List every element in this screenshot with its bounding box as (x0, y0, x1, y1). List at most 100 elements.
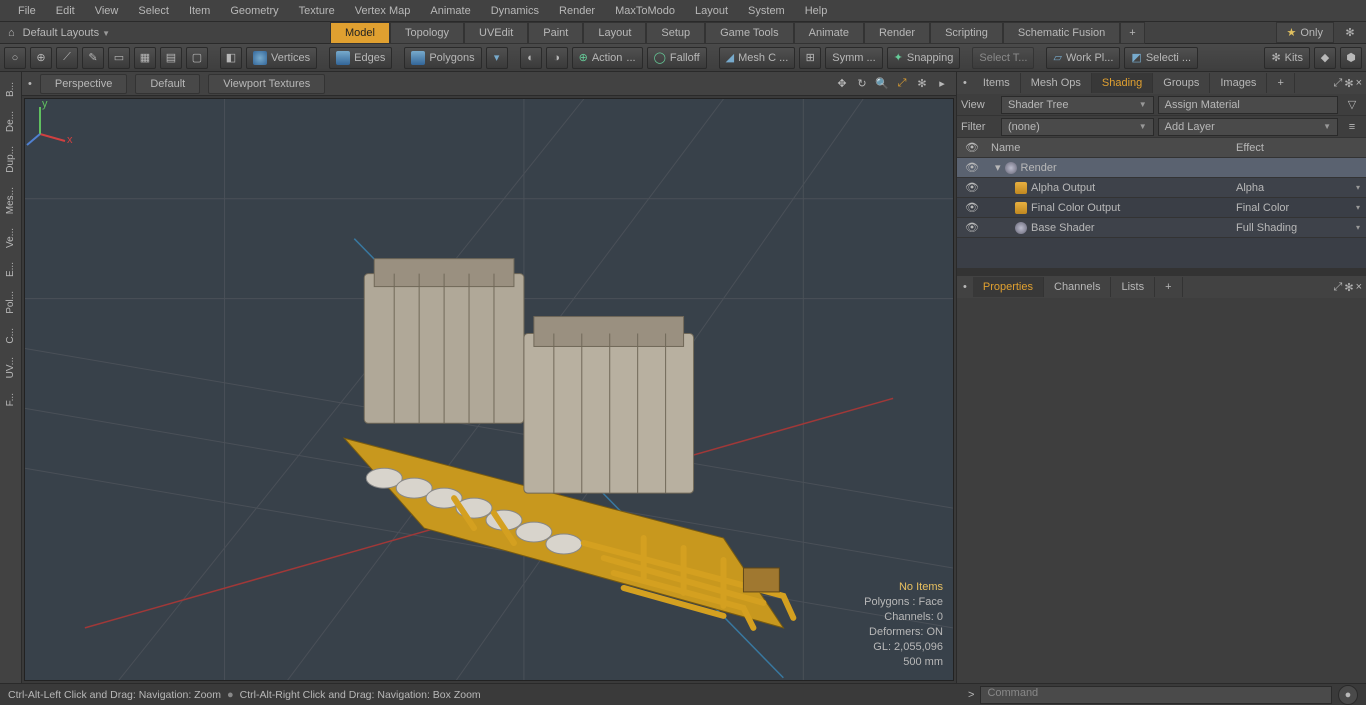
tree-row[interactable]: 👁Base ShaderFull Shading▾ (957, 218, 1366, 238)
tab-default[interactable]: Default (135, 74, 200, 94)
layout-tab-animate[interactable]: Animate (794, 22, 864, 44)
expand-arrow-icon[interactable]: ▾ (995, 161, 1001, 174)
tree-row[interactable]: 👁Final Color OutputFinal Color▾ (957, 198, 1366, 218)
layout-tab-uvedit[interactable]: UVEdit (464, 22, 528, 44)
layout-tab-scripting[interactable]: Scripting (930, 22, 1003, 44)
layout-tab-paint[interactable]: Paint (528, 22, 583, 44)
mesh-constraint-button[interactable]: ◢ Mesh C ... (719, 47, 796, 69)
menu-texture[interactable]: Texture (289, 2, 345, 20)
menu-render[interactable]: Render (549, 2, 605, 20)
lasso-tool-icon[interactable]: ⟋ (56, 47, 78, 69)
tree-row[interactable]: 👁▾Render (957, 158, 1366, 178)
rp-tab-shading[interactable]: Shading (1092, 73, 1153, 93)
rp-dot-icon[interactable]: • (957, 77, 973, 89)
name-header[interactable]: Name (987, 142, 1236, 154)
fit-view-icon[interactable]: ⤢ (894, 76, 910, 92)
transform2-icon[interactable]: ◑ (546, 47, 568, 69)
dock-c[interactable]: C... (3, 322, 18, 350)
menu-select[interactable]: Select (128, 2, 179, 20)
layout-tab-schematic-fusion[interactable]: Schematic Fusion (1003, 22, 1120, 44)
only-button[interactable]: ★ Only (1276, 22, 1335, 43)
dock-uv[interactable]: UV... (3, 351, 18, 384)
zoom-view-icon[interactable]: 🔍 (874, 76, 890, 92)
menu-maxtomodo[interactable]: MaxToModo (605, 2, 685, 20)
selection-button[interactable]: ◩ Selecti ... (1124, 47, 1198, 69)
rp-tab-mesh-ops[interactable]: Mesh Ops (1021, 73, 1092, 93)
falloff-button[interactable]: ◯ Falloff (647, 47, 707, 69)
cube-tool-icon[interactable]: ◧ (220, 47, 242, 69)
dock-de[interactable]: De... (3, 105, 18, 138)
pen-tool-icon[interactable]: ✎ (82, 47, 104, 69)
tree-effect[interactable]: Full Shading▾ (1236, 222, 1366, 234)
circle-tool-icon[interactable]: ○ (4, 47, 26, 69)
menu-edit[interactable]: Edit (46, 2, 85, 20)
close-icon[interactable]: × (1356, 77, 1362, 90)
menu-help[interactable]: Help (795, 2, 838, 20)
edges-button[interactable]: Edges (329, 47, 392, 69)
action-button[interactable]: ⊕ Action ... (572, 47, 643, 69)
rp-tab-items[interactable]: Items (973, 73, 1021, 93)
layout-tab-game-tools[interactable]: Game Tools (705, 22, 794, 44)
dock-f[interactable]: F... (3, 387, 18, 412)
expand2-icon[interactable]: ⤢ (1334, 281, 1343, 294)
menu-dynamics[interactable]: Dynamics (481, 2, 549, 20)
tree-effect[interactable]: Final Color▾ (1236, 202, 1366, 214)
command-input[interactable]: Command (980, 686, 1332, 704)
dock-ve[interactable]: Ve... (3, 222, 18, 254)
viewport-dot-icon[interactable]: • (28, 78, 32, 90)
rp-tab-groups[interactable]: Groups (1153, 73, 1210, 93)
polygons-button[interactable]: Polygons (404, 47, 481, 69)
layout-tab-topology[interactable]: Topology (390, 22, 464, 44)
rect-tool-icon[interactable]: ▢ (186, 47, 208, 69)
layout-tab-render[interactable]: Render (864, 22, 930, 44)
default-layouts-dropdown[interactable]: Default Layouts ▼ (23, 27, 110, 39)
sphere-tool-icon[interactable]: ⊕ (30, 47, 52, 69)
tab-perspective[interactable]: Perspective (40, 74, 127, 94)
grid-tool-icon[interactable]: ▦ (134, 47, 156, 69)
menu-file[interactable]: File (8, 2, 46, 20)
filter-funnel-icon[interactable]: ▽ (1342, 95, 1362, 115)
dock-e[interactable]: E... (3, 256, 18, 283)
command-run-icon[interactable]: ● (1338, 685, 1358, 705)
transform1-icon[interactable]: ◐ (520, 47, 542, 69)
select-through-button[interactable]: Select T... (972, 47, 1034, 69)
menu-vertex-map[interactable]: Vertex Map (345, 2, 421, 20)
layout-settings-icon[interactable]: ✻ (1340, 23, 1360, 43)
menu-view[interactable]: View (85, 2, 129, 20)
filter-dropdown[interactable]: (none)▼ (1001, 118, 1154, 136)
rp-dot2-icon[interactable]: • (957, 281, 973, 293)
symmetry-button[interactable]: Symm ... (825, 47, 882, 69)
menu-animate[interactable]: Animate (420, 2, 480, 20)
viewport-3d[interactable]: No Items Polygons : Face Channels: 0 Def… (24, 98, 954, 681)
settings2-icon[interactable]: ✻ (1344, 281, 1353, 294)
dock-b[interactable]: B... (3, 76, 18, 103)
menu-layout[interactable]: Layout (685, 2, 738, 20)
tree-effect[interactable]: Alpha▾ (1236, 182, 1366, 194)
close2-icon[interactable]: × (1356, 281, 1362, 294)
visibility-icon[interactable]: 👁 (957, 201, 987, 214)
panel-divider[interactable] (957, 268, 1366, 276)
tree-row[interactable]: 👁Alpha OutputAlpha▾ (957, 178, 1366, 198)
move-view-icon[interactable]: ✥ (834, 76, 850, 92)
rp-btab-add[interactable]: + (1155, 277, 1182, 297)
dock-pol[interactable]: Pol... (3, 285, 18, 320)
rp-tab-images[interactable]: Images (1210, 73, 1267, 93)
snapping-button[interactable]: ✦ Snapping (887, 47, 961, 69)
poly-dropdown-icon[interactable]: ▾ (486, 47, 508, 69)
view-more-icon[interactable]: ▸ (934, 76, 950, 92)
view-dropdown[interactable]: Shader Tree▼ (1001, 96, 1154, 114)
rp-btab-lists[interactable]: Lists (1111, 277, 1155, 297)
view-settings-icon[interactable]: ✻ (914, 76, 930, 92)
menu-item[interactable]: Item (179, 2, 220, 20)
add-layer-dropdown[interactable]: Add Layer▼ (1158, 118, 1338, 136)
unreal-icon[interactable]: ◆ (1314, 47, 1336, 69)
menu-system[interactable]: System (738, 2, 795, 20)
kits-button[interactable]: ✻ Kits (1264, 47, 1310, 69)
vertices-button[interactable]: Vertices (246, 47, 317, 69)
settings-icon[interactable]: ✻ (1344, 77, 1353, 90)
layout-tab-model[interactable]: Model (330, 22, 390, 44)
menu-geometry[interactable]: Geometry (220, 2, 288, 20)
visibility-icon[interactable]: 👁 (957, 221, 987, 234)
rp-btab-properties[interactable]: Properties (973, 277, 1044, 297)
visibility-icon[interactable]: 👁 (957, 181, 987, 194)
